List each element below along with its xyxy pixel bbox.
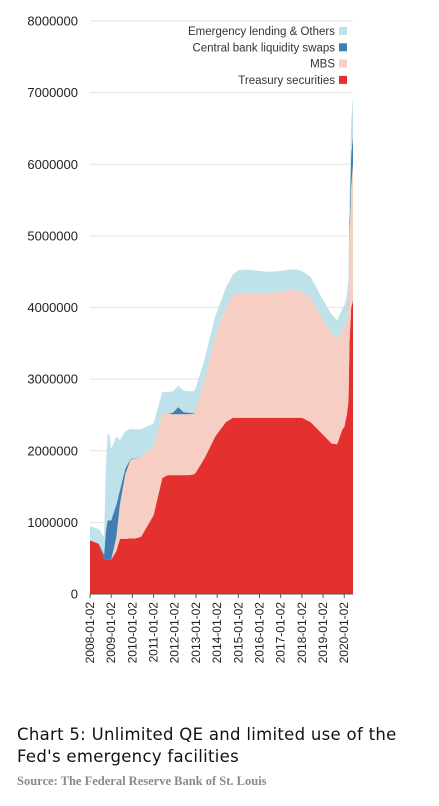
x-tick-label: 2020-01-02 [337, 602, 351, 664]
y-tick-label: 1000000 [27, 515, 78, 530]
x-axis: 2008-01-02 2009-01-02 2010-01-02 2011-01-02… [83, 593, 353, 664]
x-tick-label: 2008-01-02 [83, 602, 97, 664]
legend-label: Central bank liquidity swaps [192, 42, 335, 54]
legend-swatch [339, 43, 347, 52]
y-tick-label: 7000000 [27, 85, 78, 100]
x-tick-label: 2010-01-02 [125, 602, 139, 664]
legend: Emergency lending & Others Central bank l… [188, 26, 347, 87]
chart-caption-title: Chart 5: Unlimited QE and limited use of… [17, 725, 397, 766]
legend-label: Emergency lending & Others [188, 26, 335, 38]
y-tick-label: 0 [71, 587, 78, 602]
y-axis: 0 1000000 2000000 3000000 4000000 5000000 6000… [27, 14, 78, 602]
chart-source-note: Source: The Federal Reserve Bank of St. … [17, 774, 267, 788]
legend-item: Emergency lending & Others [188, 26, 347, 38]
x-tick-label: 2016-01-02 [252, 602, 266, 664]
x-tick-label: 2019-01-02 [316, 602, 330, 664]
x-tick-label: 2013-01-02 [189, 602, 203, 664]
legend-item: Central bank liquidity swaps [192, 42, 347, 54]
x-tick-label: 2018-01-02 [295, 602, 309, 664]
y-tick-label: 3000000 [27, 372, 78, 387]
legend-label: Treasury securities [238, 75, 335, 87]
area-mbs [90, 164, 353, 560]
legend-swatch [339, 59, 347, 68]
x-tick-label: 2011-01-02 [147, 602, 161, 663]
legend-swatch [339, 27, 347, 35]
x-tick-label: 2014-01-02 [210, 602, 224, 664]
y-tick-label: 5000000 [27, 228, 78, 243]
x-tick-label: 2009-01-02 [104, 602, 118, 664]
legend-item: MBS [310, 59, 347, 71]
x-tick-label: 2015-01-02 [231, 602, 245, 664]
area-central-bank-liquidity-swaps [90, 135, 353, 560]
x-tick-label: 2017-01-02 [274, 602, 288, 664]
x-tick-label: 2012-01-02 [168, 602, 182, 664]
area-treasury-securities [90, 300, 353, 594]
legend-label: MBS [310, 59, 335, 71]
legend-swatch [339, 75, 347, 84]
y-tick-label: 8000000 [27, 14, 78, 29]
stacked-area-chart: 0 1000000 2000000 3000000 4000000 5000000 6000… [27, 14, 353, 664]
y-tick-label: 2000000 [27, 443, 78, 458]
legend-item: Treasury securities [238, 75, 347, 87]
y-tick-label: 4000000 [27, 300, 78, 315]
y-tick-label: 6000000 [27, 157, 78, 172]
area-series [90, 95, 353, 594]
